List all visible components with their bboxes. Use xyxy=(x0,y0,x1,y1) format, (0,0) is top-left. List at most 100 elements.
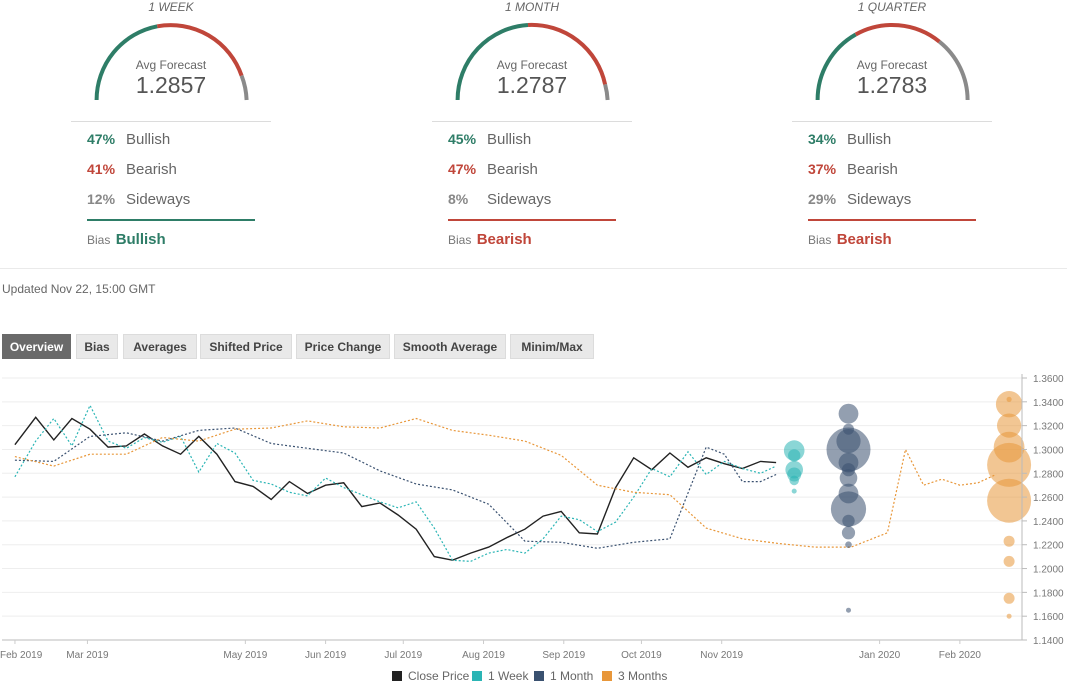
bearish-pct: 47% xyxy=(448,161,477,177)
tab-smooth-average[interactable]: Smooth Average xyxy=(394,334,506,359)
divider xyxy=(71,121,271,122)
tab-price-change[interactable]: Price Change xyxy=(296,334,390,359)
y-tick-label: 1.2000 xyxy=(1033,565,1064,576)
forecast-bubble-1-month xyxy=(839,469,858,487)
forecast-bubble-3-months xyxy=(987,442,1032,487)
forecast-bubble-1-month xyxy=(845,541,852,548)
x-tick-label: Mar 2019 xyxy=(66,650,109,661)
legend-label: Close Price xyxy=(408,669,470,682)
bearish-row: 47% Bearish xyxy=(448,161,538,181)
sideways-row: 12% Sideways xyxy=(87,191,190,211)
bullish-label: Bullish xyxy=(126,131,171,148)
gauge-arc xyxy=(815,23,970,101)
forecast-bubble-1-month xyxy=(826,427,871,472)
forecast-bubble-3-months xyxy=(1003,535,1015,547)
y-tick-label: 1.1400 xyxy=(1033,636,1064,647)
legend-swatch xyxy=(472,671,482,681)
bearish-label: Bearish xyxy=(126,161,177,178)
divider xyxy=(792,121,992,122)
bullish-pct: 47% xyxy=(87,131,116,147)
x-tick-label: Feb 2020 xyxy=(939,650,982,661)
bias-value: Bearish xyxy=(476,231,532,248)
avg-forecast-value: 1.2787 xyxy=(496,72,568,98)
avg-forecast-label: Avg Forecast xyxy=(856,58,928,72)
forecast-bubble-3-months xyxy=(997,413,1022,438)
y-axis: 1.3600 1.3400 1.3200 1.3000 1.2800 1.2600 1.24… xyxy=(1021,374,1064,647)
chart-forecast-bubbles xyxy=(783,391,1032,619)
x-tick-label: Oct 2019 xyxy=(621,650,662,661)
chart-series xyxy=(14,404,997,563)
series-line-close-price xyxy=(14,416,777,561)
sideways-label: Sideways xyxy=(487,191,552,208)
bias-value: Bullish xyxy=(115,231,166,248)
tab-minim-max[interactable]: Minim/Max xyxy=(510,334,594,359)
forecast-bubble-3-months xyxy=(1006,613,1012,619)
period-label: 1 WEEK xyxy=(148,0,194,14)
y-tick-label: 1.2200 xyxy=(1033,541,1064,552)
legend-label: 1 Month xyxy=(550,669,593,682)
updated-timestamp: Updated Nov 22, 15:00 GMT xyxy=(2,282,156,296)
x-tick-label: Jul 2019 xyxy=(384,650,422,661)
y-tick-label: 1.3400 xyxy=(1033,398,1064,409)
tab-averages[interactable]: Averages xyxy=(123,334,197,359)
series-line-1-week xyxy=(14,404,777,563)
bearish-row: 37% Bearish xyxy=(808,161,898,181)
forecast-panel-quarter: 1 QUARTER Avg Forecast 1.2783 34% Bullish… xyxy=(752,0,1032,260)
x-tick-label: Sep 2019 xyxy=(542,650,585,661)
y-tick-label: 1.1800 xyxy=(1033,588,1064,599)
legend-label: 3 Months xyxy=(618,669,667,682)
gauge-arc xyxy=(455,22,610,101)
avg-forecast-label: Avg Forecast xyxy=(496,58,568,72)
bias: Bias Bearish xyxy=(448,231,532,248)
sideways-row: 8% Sideways xyxy=(448,191,551,211)
tab-shifted-price[interactable]: Shifted Price xyxy=(200,334,292,359)
section-divider xyxy=(0,268,1067,269)
forecast-panel-month: 1 MONTH Avg Forecast 1.2787 45% Bullish 4… xyxy=(392,0,672,260)
legend-swatch xyxy=(602,671,612,681)
bullish-row: 34% Bullish xyxy=(808,131,891,151)
x-tick-label: Aug 2019 xyxy=(462,650,505,661)
y-tick-label: 1.2600 xyxy=(1033,493,1064,504)
y-tick-label: 1.2800 xyxy=(1033,469,1064,480)
gauge-arc xyxy=(94,23,249,101)
divider xyxy=(432,121,632,122)
bullish-pct: 34% xyxy=(808,131,837,147)
forecast-bubble-3-months xyxy=(1003,592,1015,604)
forecast-bubble-1-week xyxy=(789,475,799,486)
y-tick-label: 1.2400 xyxy=(1033,517,1064,528)
bias-label: Bias xyxy=(448,233,472,247)
forecast-panel-week: 1 WEEK Avg Forecast 1.2857 47% Bullish 41… xyxy=(31,0,311,260)
chart-legend: Close Price 1 Week 1 Month 3 Months xyxy=(392,669,667,682)
bearish-label: Bearish xyxy=(487,161,538,178)
tab-overview[interactable]: Overview xyxy=(2,334,71,359)
y-tick-label: 1.3200 xyxy=(1033,422,1064,433)
bearish-label: Bearish xyxy=(847,161,898,178)
bearish-pct: 37% xyxy=(808,161,837,177)
sideways-pct: 12% xyxy=(87,191,116,207)
bullish-pct: 45% xyxy=(448,131,477,147)
forecast-bubble-1-month xyxy=(838,403,859,424)
bullish-label: Bullish xyxy=(847,131,892,148)
bearish-pct: 41% xyxy=(87,161,116,177)
bias: Bias Bearish xyxy=(808,231,892,248)
bias-underline xyxy=(87,219,255,221)
avg-forecast-label: Avg Forecast xyxy=(135,58,207,72)
sideways-row: 29% Sideways xyxy=(808,191,911,211)
bias: Bias Bullish xyxy=(87,231,166,248)
forecast-bubble-1-month xyxy=(846,607,851,613)
bias-label: Bias xyxy=(87,233,111,247)
forecast-bubble-3-months xyxy=(1003,555,1015,567)
sideways-pct: 8% xyxy=(448,191,469,207)
forecast-chart: 1.3600 1.3400 1.3200 1.3000 1.2800 1.2600 1.24… xyxy=(0,374,1064,682)
x-tick-label: Jun 2019 xyxy=(305,650,347,661)
x-tick-label: Nov 2019 xyxy=(700,650,743,661)
sideways-pct: 29% xyxy=(808,191,837,207)
x-tick-label: Feb 2019 xyxy=(0,650,43,661)
y-tick-label: 1.1600 xyxy=(1033,612,1064,623)
legend-swatch xyxy=(392,671,402,681)
forecast-bubble-1-month xyxy=(842,514,855,528)
forecast-bubble-3-months xyxy=(987,478,1032,523)
x-axis: Feb 2019 Mar 2019 May 2019 Jun 2019 Jul 2019… xyxy=(0,639,1022,661)
tab-bias[interactable]: Bias xyxy=(76,334,118,359)
bias-underline xyxy=(808,219,976,221)
